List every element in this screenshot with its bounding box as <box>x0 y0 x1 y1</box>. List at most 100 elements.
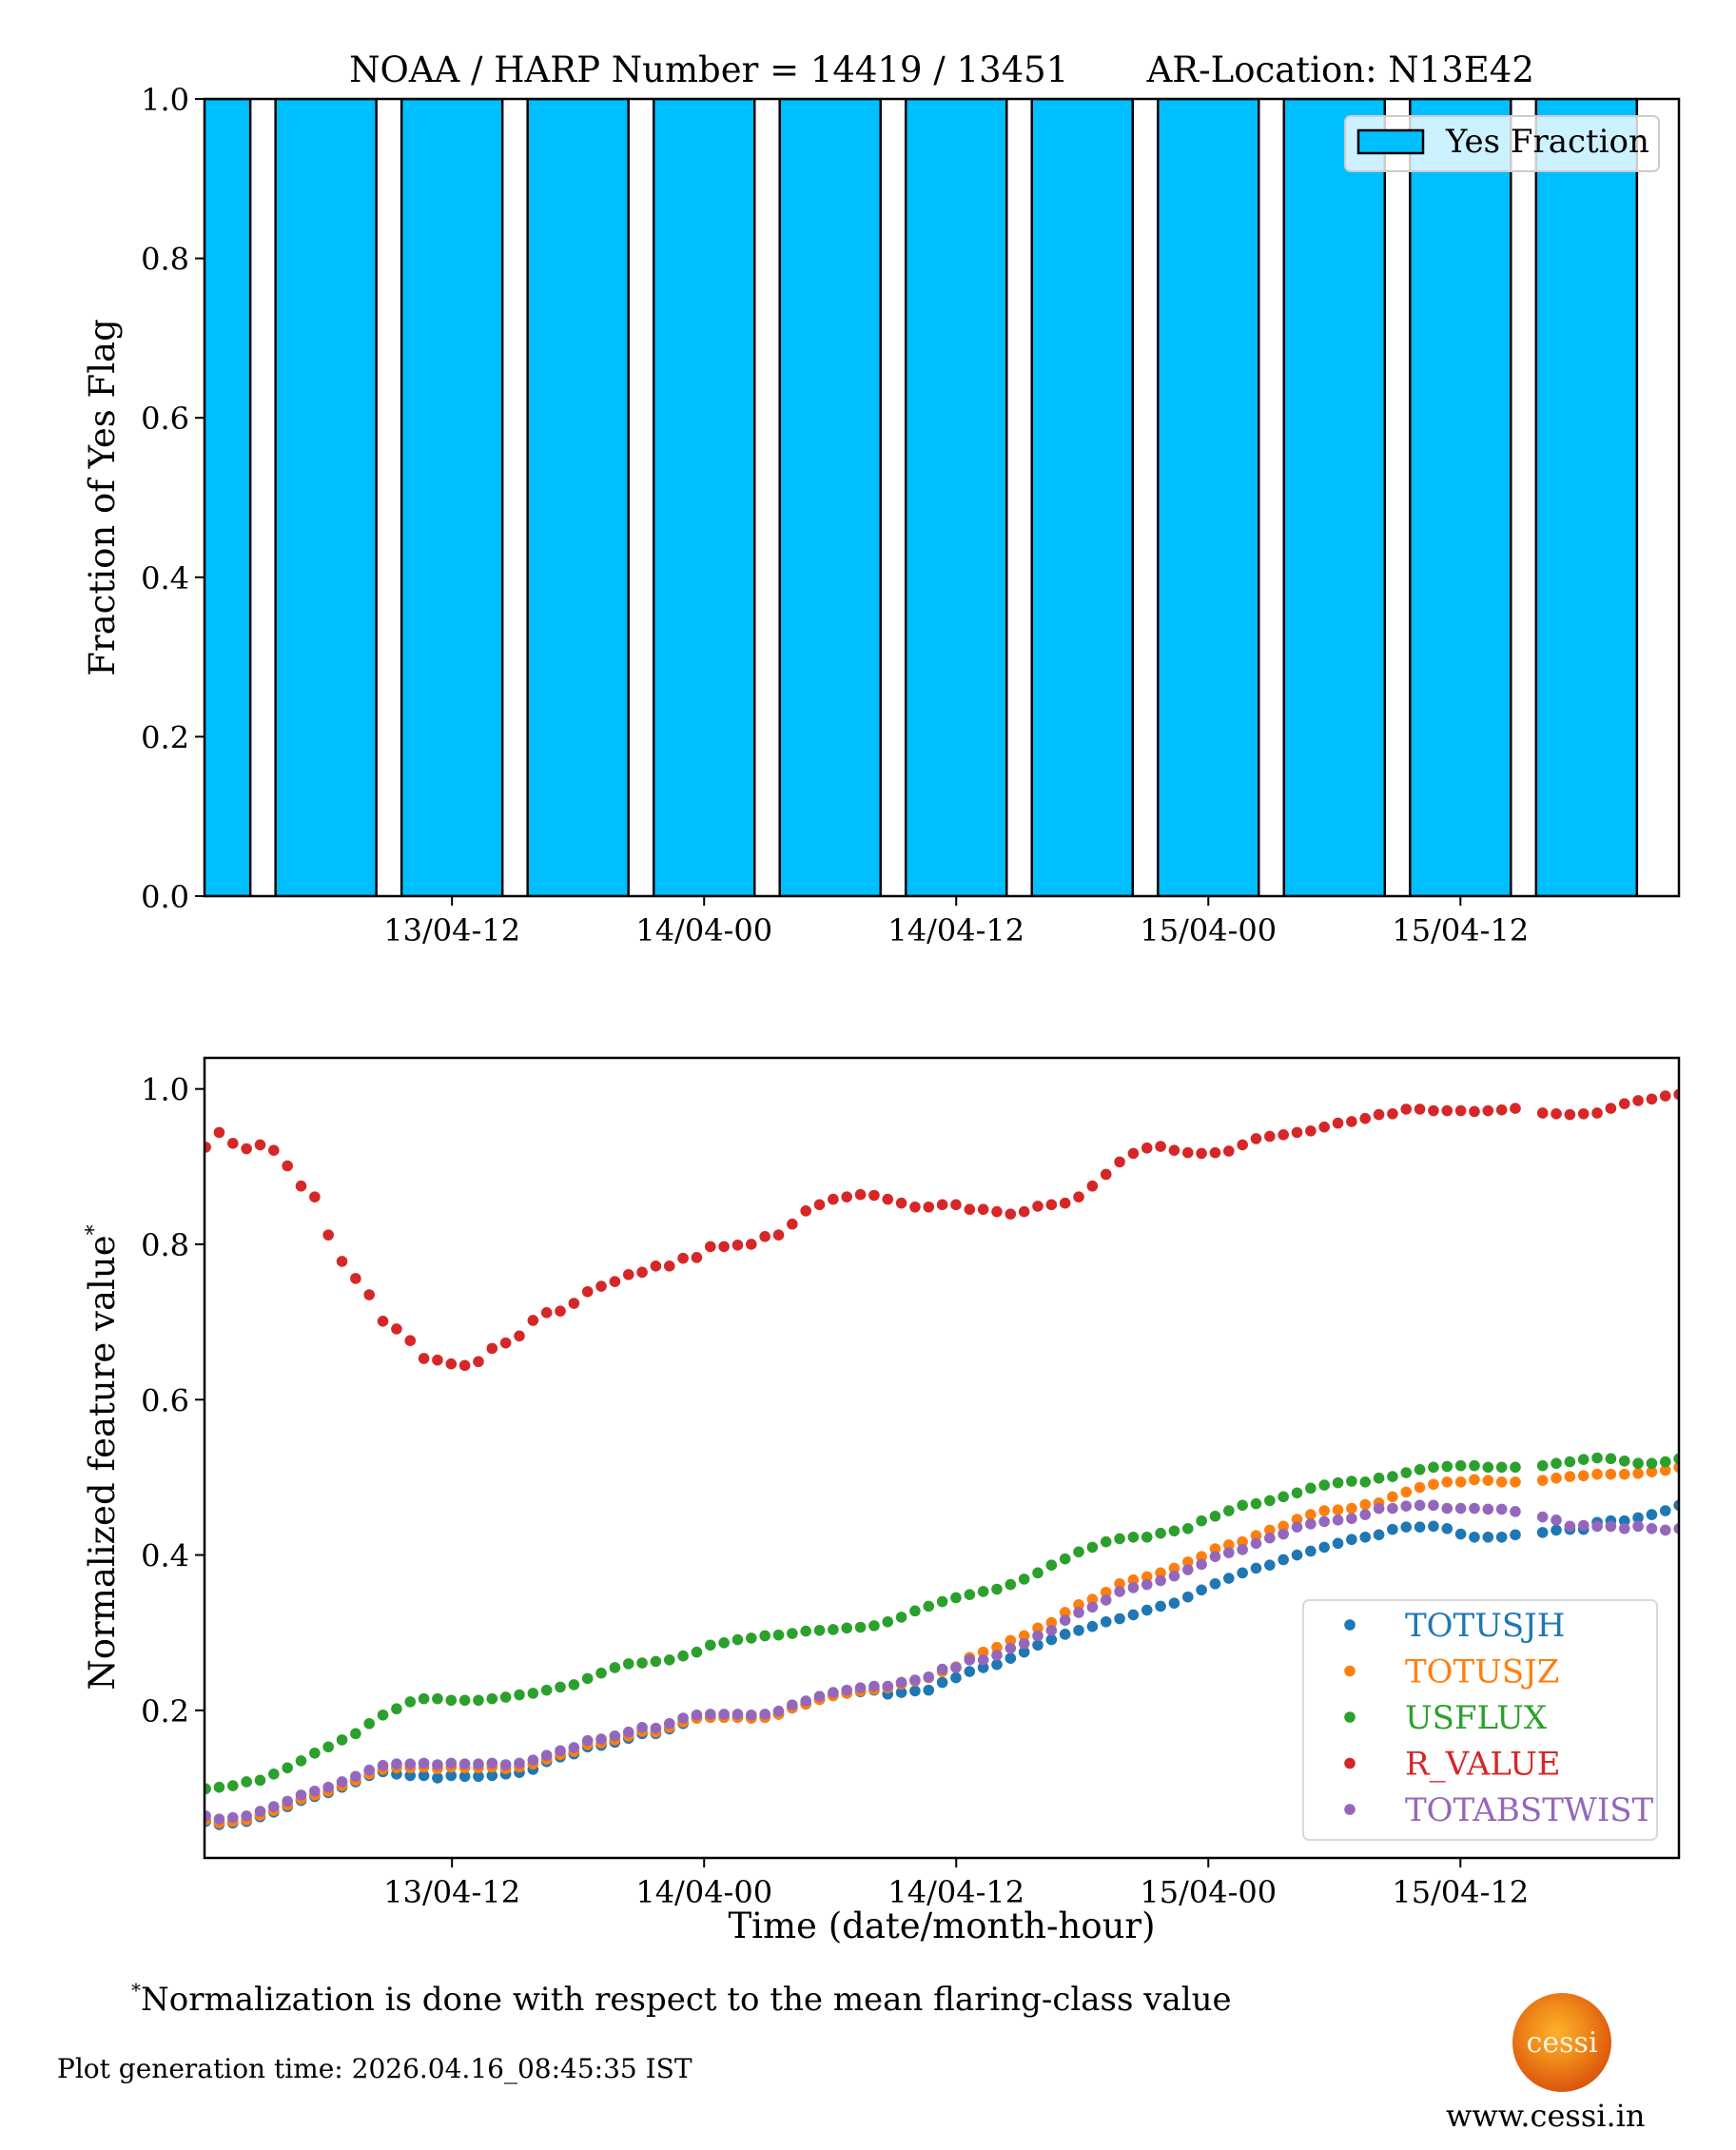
point-totabstwist <box>1181 1564 1194 1575</box>
point-totusjz <box>1441 1476 1453 1488</box>
point-r_value <box>1346 1116 1357 1127</box>
top-ytick-label: 0.4 <box>141 560 189 596</box>
point-totabstwist <box>759 1709 770 1720</box>
point-totusjz <box>1005 1634 1017 1647</box>
point-totabstwist <box>1646 1523 1658 1534</box>
point-usflux <box>1100 1535 1112 1548</box>
point-usflux <box>1495 1461 1508 1474</box>
legend-swatch-yes-fraction <box>1356 128 1425 155</box>
point-r_value <box>499 1337 512 1349</box>
point-totabstwist <box>445 1757 458 1769</box>
point-r_value <box>868 1189 880 1202</box>
point-usflux <box>977 1586 989 1597</box>
point-totusjh <box>1510 1529 1521 1541</box>
point-totusjh <box>950 1671 962 1684</box>
point-totusjh <box>1318 1541 1331 1554</box>
point-totusjh <box>1414 1521 1426 1533</box>
point-usflux <box>1114 1533 1125 1545</box>
legend-label-r_value: R_VALUE <box>1405 1746 1561 1784</box>
point-r_value <box>213 1126 225 1139</box>
point-totusjh <box>977 1662 989 1673</box>
point-r_value <box>1400 1104 1413 1115</box>
point-usflux <box>1264 1495 1276 1507</box>
point-totabstwist <box>1059 1614 1071 1626</box>
point-usflux <box>1659 1456 1671 1468</box>
point-totusjz <box>1181 1556 1194 1568</box>
bottom-ytick-label: 0.2 <box>141 1693 189 1730</box>
point-totusjh <box>1673 1499 1679 1512</box>
point-usflux <box>1387 1471 1398 1482</box>
point-r_value <box>282 1160 293 1172</box>
point-usflux <box>1318 1479 1331 1491</box>
point-usflux <box>254 1774 266 1787</box>
point-totusjh <box>909 1685 921 1697</box>
bottom-x-ticks: 13/04-12 14/04-00 14/04-12 15/04-00 15/04-12 <box>383 1858 1529 1910</box>
point-totusjh <box>1400 1521 1413 1533</box>
point-usflux <box>1428 1461 1439 1474</box>
plot-generation-time: Plot generation time: 2026.04.16_08:45:3… <box>57 2053 692 2084</box>
bar-5 <box>778 99 882 896</box>
point-usflux <box>1510 1461 1521 1474</box>
point-usflux <box>1155 1527 1166 1539</box>
point-usflux <box>309 1747 321 1759</box>
point-usflux <box>1305 1482 1317 1495</box>
point-r_value <box>1387 1107 1398 1120</box>
point-totusjh <box>473 1770 484 1783</box>
point-totusjh <box>1073 1624 1084 1636</box>
point-r_value <box>1196 1147 1207 1160</box>
point-r_value <box>936 1199 948 1211</box>
top-xtick-label: 15/04-00 <box>1140 912 1277 948</box>
point-totabstwist <box>1250 1537 1262 1550</box>
point-r_value <box>923 1201 935 1213</box>
point-usflux <box>882 1615 894 1628</box>
point-usflux <box>1632 1457 1644 1470</box>
point-r_value <box>1168 1144 1180 1156</box>
point-totusjh <box>1536 1527 1549 1538</box>
point-r_value <box>964 1203 976 1216</box>
point-totusjz <box>1659 1464 1671 1476</box>
point-usflux <box>663 1653 675 1666</box>
point-totabstwist <box>499 1759 512 1770</box>
website-link[interactable]: www.cessi.in <box>1446 2098 1646 2134</box>
point-totusjh <box>1005 1652 1017 1664</box>
bottom-ytick-label: 0.4 <box>141 1538 189 1574</box>
point-usflux <box>800 1625 811 1637</box>
point-totabstwist <box>936 1663 948 1675</box>
point-usflux <box>746 1632 757 1644</box>
point-totabstwist <box>1400 1500 1413 1512</box>
point-totusjh <box>1168 1597 1180 1609</box>
point-totusjz <box>1564 1471 1576 1482</box>
point-totusjz <box>1346 1502 1357 1515</box>
point-totabstwist <box>1114 1586 1125 1597</box>
point-totusjh <box>1264 1559 1276 1571</box>
point-r_value <box>268 1144 280 1156</box>
bar-9 <box>1282 99 1387 896</box>
bar-6 <box>904 99 1008 896</box>
point-totabstwist <box>622 1726 634 1738</box>
point-totusjz <box>1454 1476 1467 1488</box>
point-totabstwist <box>1591 1520 1603 1533</box>
bar-4 <box>652 99 756 896</box>
point-usflux <box>1618 1455 1630 1467</box>
point-r_value <box>350 1273 361 1284</box>
point-totusjh <box>1059 1629 1071 1640</box>
point-r_value <box>1428 1104 1439 1117</box>
point-totabstwist <box>1673 1523 1679 1534</box>
point-totusjh <box>1495 1531 1508 1543</box>
point-totabstwist <box>527 1754 539 1766</box>
point-usflux <box>704 1639 716 1652</box>
point-r_value <box>677 1252 689 1264</box>
point-totabstwist <box>1073 1607 1084 1618</box>
point-totabstwist <box>650 1722 662 1734</box>
point-usflux <box>1059 1553 1071 1565</box>
point-totusjh <box>1551 1524 1562 1536</box>
point-totabstwist <box>909 1674 921 1686</box>
cessi-logo-text: cessi <box>1526 2025 1598 2060</box>
point-r_value <box>555 1305 566 1317</box>
point-usflux <box>772 1629 785 1641</box>
point-totusjz <box>1100 1586 1112 1598</box>
legend-label-totusjh: TOTUSJH <box>1405 1607 1565 1645</box>
point-r_value <box>718 1241 730 1253</box>
point-totabstwist <box>1482 1503 1494 1515</box>
bottom-legend: TOTUSJH TOTUSJZ USFLUX R_VALUE TOTABSTWIST <box>1302 1599 1658 1841</box>
